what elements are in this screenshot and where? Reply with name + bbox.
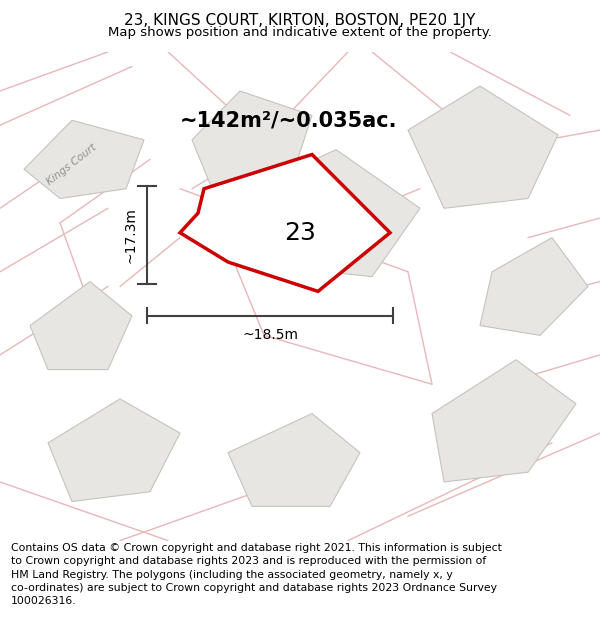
Polygon shape: [408, 86, 558, 208]
Polygon shape: [228, 414, 360, 506]
Text: Contains OS data © Crown copyright and database right 2021. This information is : Contains OS data © Crown copyright and d…: [11, 543, 502, 606]
Polygon shape: [48, 399, 180, 501]
Polygon shape: [432, 360, 576, 482]
Polygon shape: [180, 154, 390, 291]
Polygon shape: [252, 149, 420, 277]
Text: ~142m²/~0.035ac.: ~142m²/~0.035ac.: [179, 110, 397, 130]
Text: 23, KINGS COURT, KIRTON, BOSTON, PE20 1JY: 23, KINGS COURT, KIRTON, BOSTON, PE20 1J…: [124, 13, 476, 28]
Text: Map shows position and indicative extent of the property.: Map shows position and indicative extent…: [108, 26, 492, 39]
Text: 23: 23: [284, 221, 316, 245]
Polygon shape: [480, 238, 588, 336]
Text: ~17.3m: ~17.3m: [124, 208, 138, 263]
Polygon shape: [192, 91, 312, 199]
Polygon shape: [24, 120, 144, 199]
Polygon shape: [30, 282, 132, 369]
Text: ~18.5m: ~18.5m: [242, 328, 298, 342]
Text: Kings Court: Kings Court: [45, 142, 99, 187]
